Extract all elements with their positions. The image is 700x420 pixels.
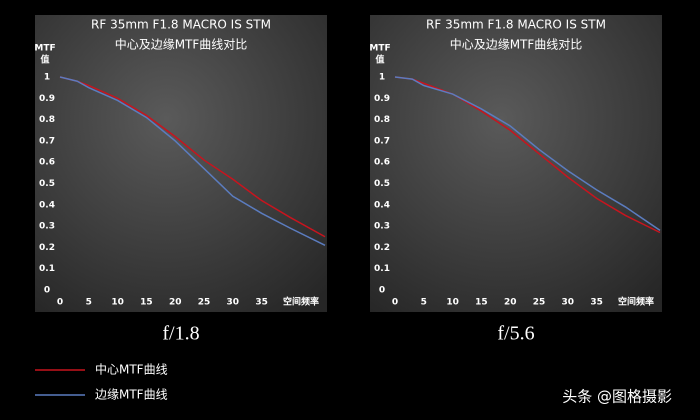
caption: f/1.8: [162, 323, 199, 345]
chart-subtitle: 中心及边缘MTF曲线对比: [115, 37, 248, 52]
legend-label: 边缘MTF曲线: [95, 388, 168, 402]
panel: [35, 15, 327, 312]
y-tick-label: 0.7: [374, 136, 390, 146]
y-tick-label: 0.4: [39, 200, 55, 210]
y-tick-label: 0.3: [374, 222, 390, 232]
y-axis-label: 值: [375, 54, 384, 66]
y-tick-label: 0.8: [374, 115, 390, 125]
chart-title: RF 35mm F1.8 MACRO IS STM: [91, 18, 271, 32]
y-tick-label: 0.1: [39, 264, 55, 274]
x-tick-label: 25: [533, 298, 546, 308]
x-tick-label: 0: [57, 298, 63, 308]
y-tick-label: 0: [44, 286, 50, 296]
x-tick-label: 10: [111, 298, 124, 308]
y-axis-label: MTF: [34, 44, 55, 54]
mtf-line: [394, 76, 661, 234]
y-tick-label: 0.8: [39, 115, 55, 125]
y-tick-label: 0.5: [374, 179, 390, 189]
y-axis-label: 值: [40, 54, 49, 66]
x-tick-label: 10: [446, 298, 459, 308]
x-tick-label: 30: [227, 298, 240, 308]
y-tick-label: 0.1: [374, 264, 390, 274]
y-tick-label: 0: [379, 286, 385, 296]
mtf-line: [59, 76, 326, 246]
x-axis-label: 空间频率: [283, 296, 319, 308]
x-axis-label: 空间频率: [618, 296, 654, 308]
y-tick-label: 0.5: [39, 179, 55, 189]
y-tick-label: 0.2: [374, 243, 390, 253]
x-tick-label: 15: [140, 298, 153, 308]
y-tick-label: 0.6: [374, 158, 390, 168]
y-tick-label: 1: [44, 73, 50, 83]
y-tick-label: 0.2: [39, 243, 55, 253]
y-tick-label: 1: [379, 73, 385, 83]
y-tick-label: 0.9: [374, 94, 390, 104]
x-tick-label: 0: [392, 298, 398, 308]
x-tick-label: 20: [169, 298, 182, 308]
caption: f/5.6: [497, 323, 534, 345]
legend-label: 中心MTF曲线: [95, 362, 168, 377]
y-tick-label: 0.4: [374, 200, 390, 210]
x-tick-label: 15: [475, 298, 488, 308]
y-tick-label: 0.3: [39, 222, 55, 232]
chart-title: RF 35mm F1.8 MACRO IS STM: [426, 18, 606, 32]
y-tick-label: 0.6: [39, 158, 55, 168]
y-axis-label: MTF: [369, 44, 390, 54]
x-tick-label: 5: [86, 298, 92, 308]
panel: [370, 15, 662, 312]
x-tick-label: 35: [590, 298, 603, 308]
chart-subtitle: 中心及边缘MTF曲线对比: [450, 37, 583, 52]
x-tick-label: 30: [562, 298, 575, 308]
y-tick-label: 0.9: [39, 94, 55, 104]
x-tick-label: 5: [421, 298, 427, 308]
x-tick-label: 25: [198, 298, 211, 308]
x-tick-label: 20: [504, 298, 517, 308]
mtf-line: [59, 76, 326, 238]
x-tick-label: 35: [255, 298, 268, 308]
mtf-line: [394, 76, 661, 231]
watermark: 头条 @图格摄影: [562, 388, 672, 406]
y-tick-label: 0.7: [39, 136, 55, 146]
